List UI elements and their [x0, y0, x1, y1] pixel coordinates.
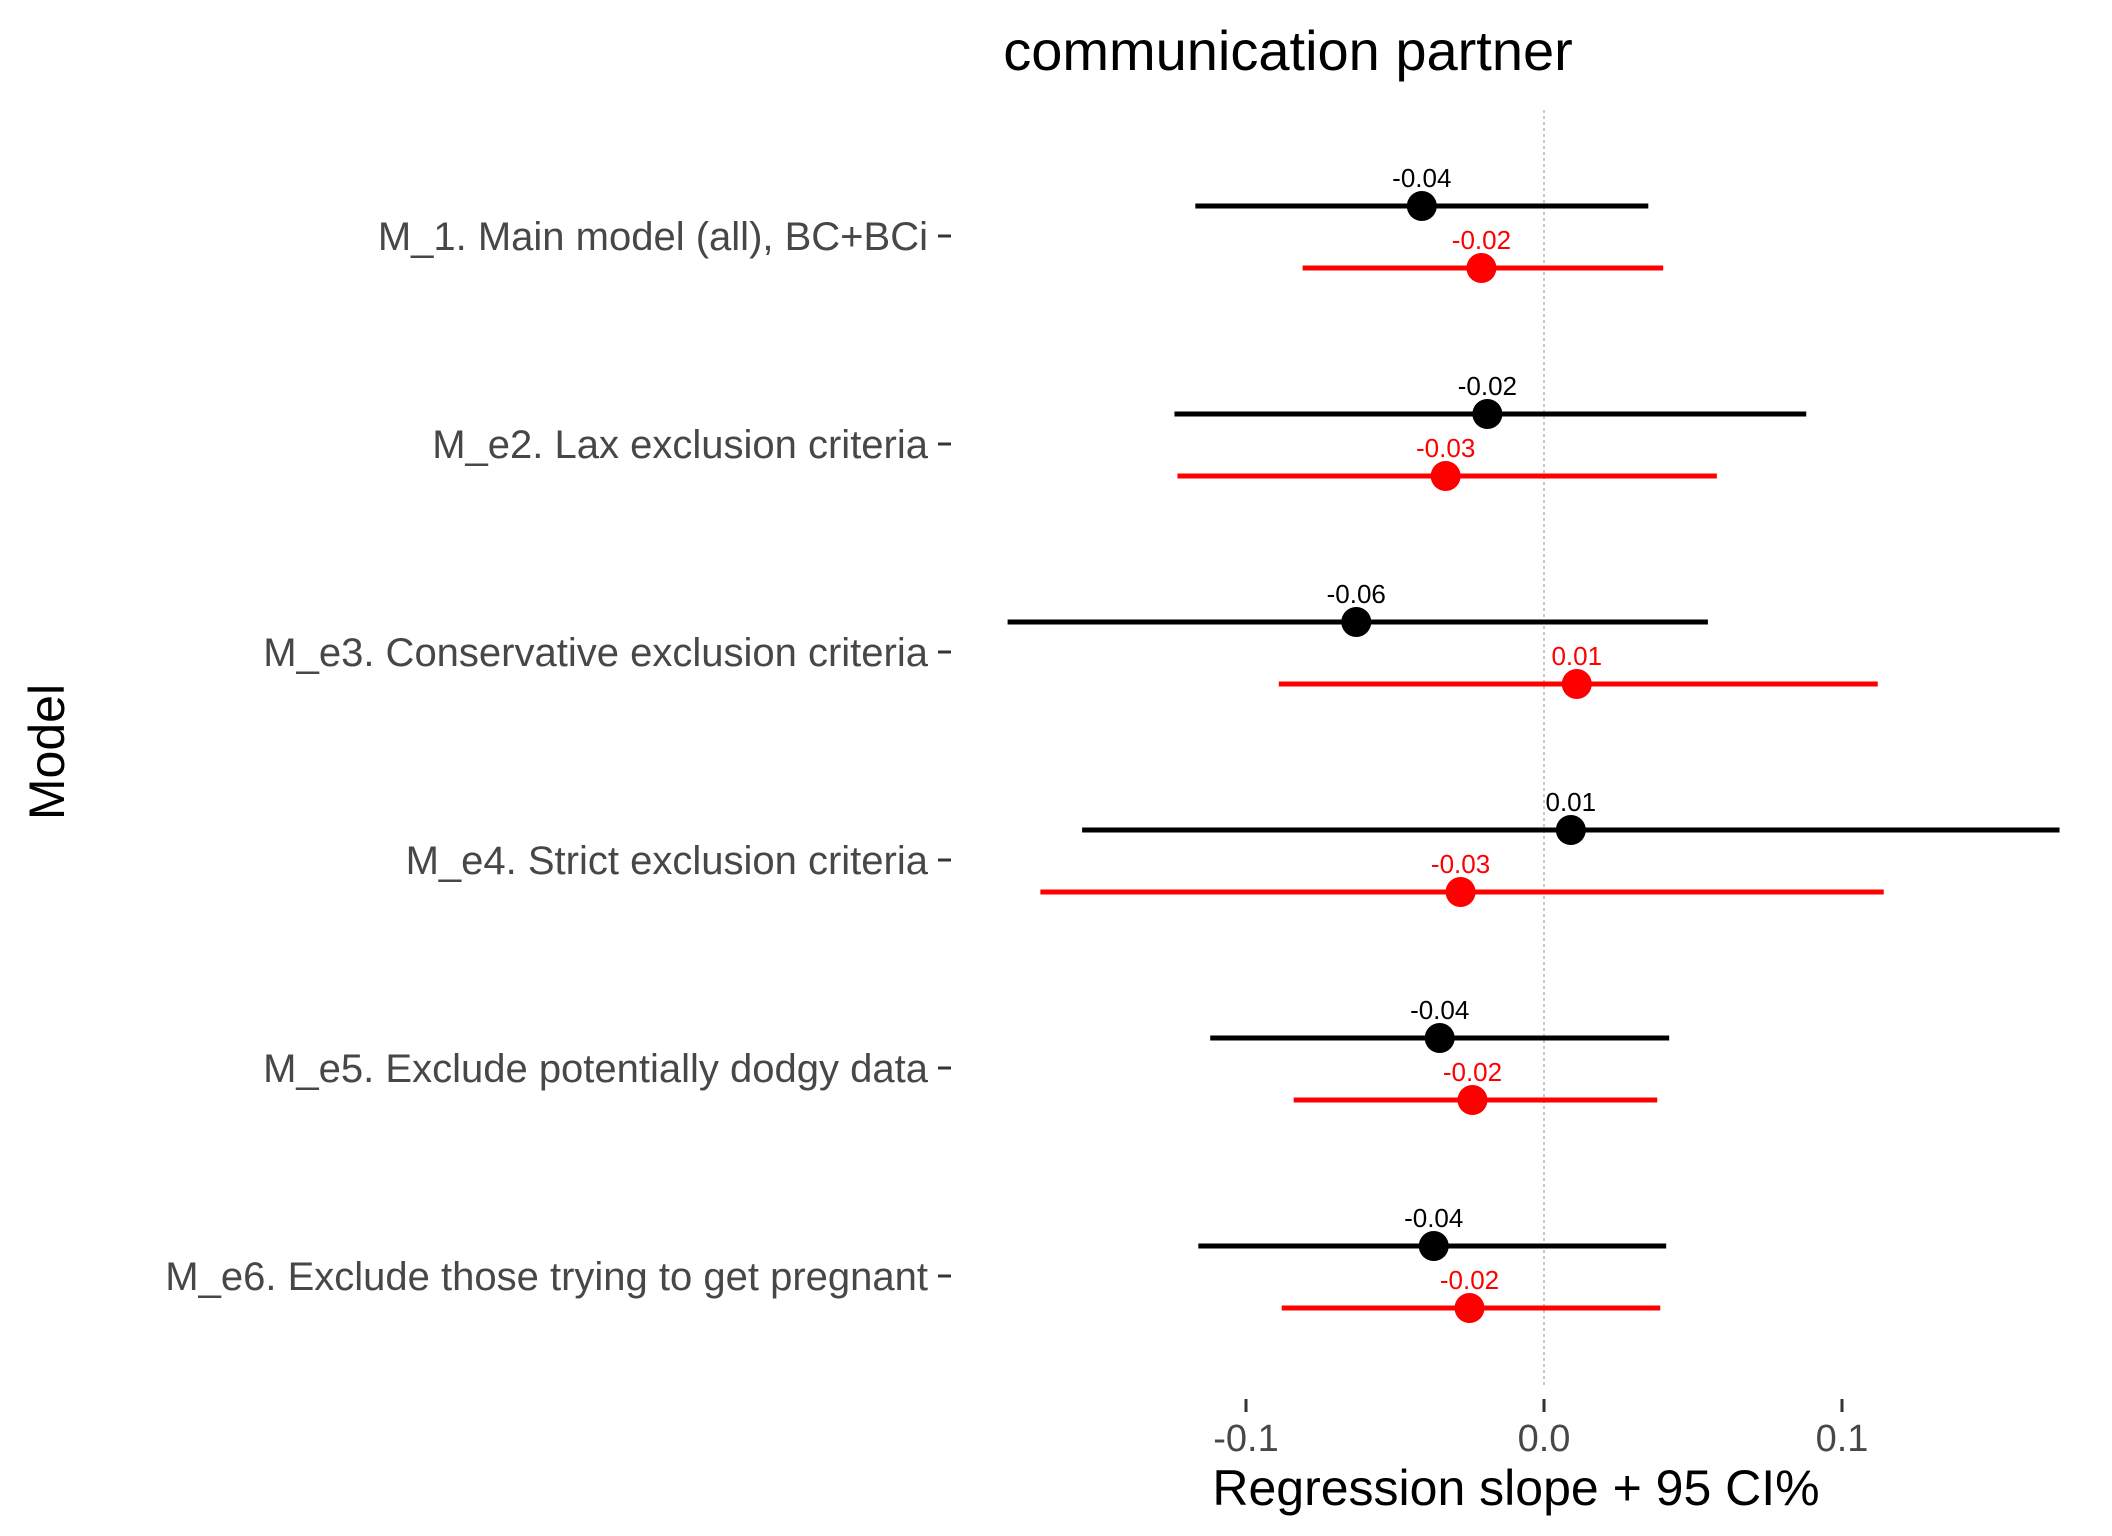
estimate-point [1454, 1293, 1485, 1323]
estimate-value-label: 0.01 [1551, 641, 1602, 671]
estimate-value-label: -0.03 [1431, 849, 1490, 879]
y-tick-label: M_1. Main model (all), BC+BCi [378, 215, 928, 259]
estimate-point [1430, 461, 1461, 491]
y-tick-label: M_e4. Strict exclusion criteria [406, 839, 929, 883]
estimate-point [1555, 815, 1586, 845]
y-tick-label: M_e6. Exclude those trying to get pregna… [165, 1255, 928, 1299]
estimate-point [1341, 607, 1372, 637]
x-tick-label: -0.1 [1213, 1418, 1278, 1460]
estimate-point [1472, 399, 1503, 429]
chart-title: communication partner [1003, 19, 1573, 82]
estimate-point [1445, 877, 1476, 907]
estimate-value-label: -0.02 [1452, 225, 1511, 255]
estimate-value-label: -0.02 [1440, 1265, 1499, 1295]
estimate-point [1406, 191, 1437, 221]
estimate-value-label: -0.02 [1443, 1057, 1502, 1087]
estimate-value-label: -0.02 [1458, 371, 1517, 401]
estimate-point [1418, 1231, 1449, 1261]
x-tick-label: 0.1 [1816, 1418, 1869, 1460]
estimate-value-label: 0.01 [1546, 787, 1597, 817]
estimate-value-label: -0.04 [1410, 995, 1469, 1025]
x-tick-label: 0.0 [1518, 1418, 1571, 1460]
y-tick-label: M_e2. Lax exclusion criteria [432, 423, 929, 467]
y-tick-label: M_e5. Exclude potentially dodgy data [263, 1047, 929, 1091]
estimate-point [1466, 253, 1497, 283]
estimate-point [1424, 1023, 1455, 1053]
estimate-value-label: -0.04 [1404, 1203, 1463, 1233]
y-tick-label: M_e3. Conservative exclusion criteria [263, 631, 928, 675]
estimate-value-label: -0.03 [1416, 433, 1475, 463]
estimate-point [1457, 1085, 1488, 1115]
estimate-value-label: -0.06 [1327, 579, 1386, 609]
y-axis-title: Model [19, 684, 75, 820]
x-axis-title: Regression slope + 95 CI% [1212, 1460, 1819, 1516]
estimate-value-label: -0.04 [1392, 163, 1451, 193]
estimate-point [1561, 669, 1592, 699]
plot-area: M_1. Main model (all), BC+BCi M_e2. Lax e… [165, 110, 2060, 1460]
